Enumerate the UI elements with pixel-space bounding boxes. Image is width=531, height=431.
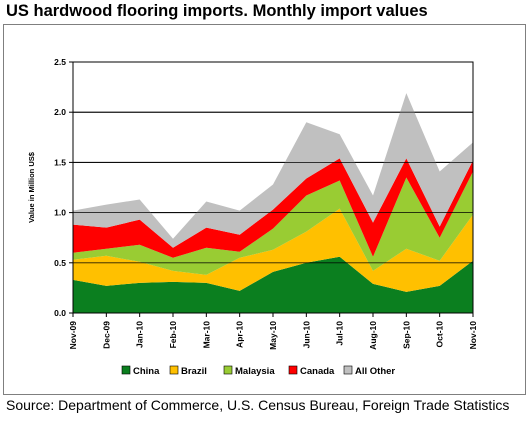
x-tick-label: Jan-10 [135, 321, 145, 348]
legend-label-canada: Canada [300, 366, 335, 377]
y-tick-label: 0.0 [54, 308, 66, 318]
y-tick-label: 1.0 [54, 208, 66, 218]
x-tick-label: Jun-10 [301, 321, 311, 349]
x-tick-label: Dec-09 [101, 321, 111, 349]
area-brazil [73, 208, 473, 292]
chart-title: US hardwood flooring imports. Monthly im… [6, 2, 428, 20]
stacked-area-chart: 0.0 0.5 1.0 1.5 2.0 2.5 Value in Million US$ No… [27, 57, 478, 377]
y-tick-label: 1.5 [54, 157, 66, 167]
legend-swatch-canada [288, 365, 298, 375]
y-tick-label: 2.0 [54, 107, 66, 117]
legend-label-brazil: Brazil [181, 366, 207, 377]
legend-swatch-brazil [169, 365, 179, 375]
y-tick-label: 2.5 [54, 57, 66, 67]
y-axis-title: Value in Million US$ [27, 151, 36, 223]
area-canada [73, 158, 473, 258]
area-all-other [73, 93, 473, 248]
x-tick-label: Aug-10 [368, 321, 378, 350]
x-tick-label: May-10 [268, 321, 278, 350]
x-tick-label: Nov-10 [468, 321, 478, 350]
x-tick-label: Apr-10 [235, 321, 245, 348]
area-china [73, 256, 473, 313]
x-tick-label: Jul-10 [335, 321, 345, 346]
x-tick-label: Nov-09 [68, 321, 78, 350]
x-tick-label: Feb-10 [168, 321, 178, 349]
x-tick-label: Sep-10 [401, 321, 411, 349]
legend-label-china: China [133, 366, 160, 377]
x-tick-label: Mar-10 [201, 321, 211, 349]
legend-swatch-all-other [343, 365, 353, 375]
area-malaysia [73, 171, 473, 275]
legend-swatch-malaysia [223, 365, 233, 375]
source-note: Source: Department of Commerce, U.S. Cen… [6, 397, 510, 413]
x-tick-label: Oct-10 [435, 321, 445, 348]
y-tick-label: 0.5 [54, 258, 66, 268]
legend-swatch-china [121, 365, 131, 375]
legend-label-malaysia: Malaysia [235, 366, 275, 377]
chart-frame: 0.0 0.5 1.0 1.5 2.0 2.5 Value in Million US$ No… [3, 24, 526, 395]
legend-label-all-other: All Other [355, 366, 395, 377]
